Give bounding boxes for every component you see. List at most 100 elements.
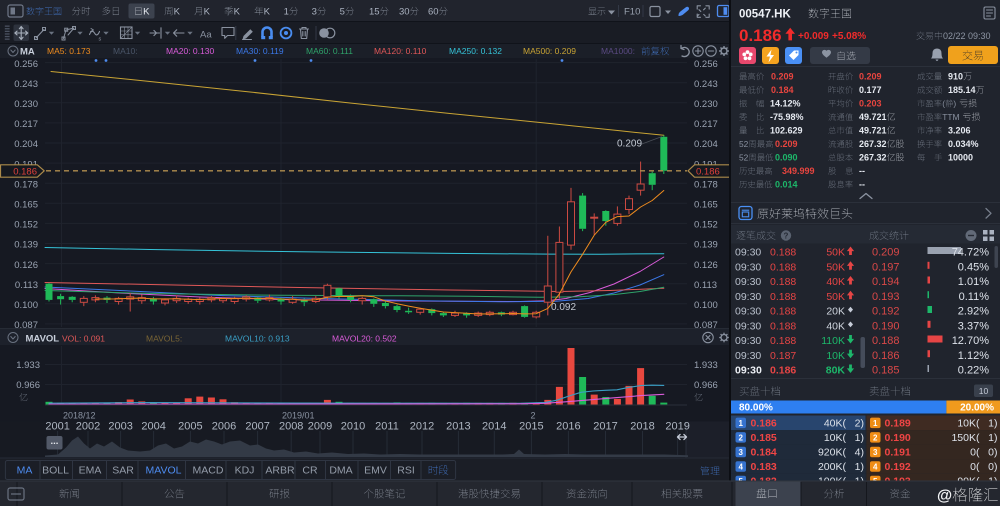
svg-text:K: K bbox=[234, 7, 241, 18]
svg-text:5: 5 bbox=[739, 139, 744, 149]
svg-text:0.193: 0.193 bbox=[872, 291, 900, 303]
svg-text:K: K bbox=[264, 7, 271, 18]
svg-text:0.204: 0.204 bbox=[14, 139, 38, 150]
svg-text:3: 3 bbox=[738, 448, 743, 457]
svg-text:0.243: 0.243 bbox=[14, 79, 38, 90]
svg-text:1.933: 1.933 bbox=[694, 360, 718, 371]
svg-text:0.217: 0.217 bbox=[14, 119, 38, 130]
svg-text:0.113: 0.113 bbox=[694, 280, 717, 291]
svg-text:0.184: 0.184 bbox=[771, 85, 794, 95]
svg-text:0.966: 0.966 bbox=[694, 380, 718, 391]
svg-text:74.72%: 74.72% bbox=[952, 247, 990, 259]
svg-text:0.22%: 0.22% bbox=[958, 365, 989, 377]
svg-text:49.721: 49.721 bbox=[859, 112, 887, 122]
svg-text:0.152: 0.152 bbox=[14, 220, 38, 231]
svg-text:0.100: 0.100 bbox=[14, 300, 38, 311]
svg-text:0.186: 0.186 bbox=[751, 417, 777, 429]
svg-text:DMA: DMA bbox=[329, 465, 352, 477]
svg-text:12.70%: 12.70% bbox=[952, 335, 990, 347]
svg-text:3: 3 bbox=[312, 7, 317, 18]
svg-text:--: -- bbox=[859, 180, 865, 190]
svg-text:0): 0) bbox=[988, 461, 997, 473]
svg-text:0): 0) bbox=[988, 446, 997, 458]
svg-text:SAR: SAR bbox=[112, 465, 134, 477]
svg-text:0.186: 0.186 bbox=[770, 365, 796, 377]
svg-text:T: T bbox=[947, 112, 952, 122]
svg-text:0.177: 0.177 bbox=[859, 85, 882, 95]
svg-text:0.209: 0.209 bbox=[775, 139, 798, 149]
svg-text:Aa: Aa bbox=[200, 30, 212, 41]
svg-text:+5.08%: +5.08% bbox=[832, 31, 866, 42]
svg-text:80.00%: 80.00% bbox=[739, 403, 773, 414]
svg-text:2: 2 bbox=[738, 434, 743, 443]
svg-text:0.230: 0.230 bbox=[14, 99, 38, 110]
svg-text:09:30: 09:30 bbox=[735, 365, 762, 377]
svg-text:0.188: 0.188 bbox=[770, 247, 796, 259]
svg-text:10K: 10K bbox=[826, 350, 845, 362]
svg-text:MA60: 0.111: MA60: 0.111 bbox=[306, 46, 353, 56]
svg-text:2): 2) bbox=[855, 417, 864, 429]
svg-text:1.01%: 1.01% bbox=[958, 276, 989, 288]
svg-text:@: @ bbox=[937, 488, 952, 505]
svg-text:15: 15 bbox=[369, 7, 380, 18]
svg-text:09:30: 09:30 bbox=[735, 350, 761, 362]
svg-text:): ) bbox=[953, 99, 956, 109]
svg-text:0.014: 0.014 bbox=[775, 180, 798, 190]
svg-text:0.187: 0.187 bbox=[770, 350, 796, 362]
svg-text:RSI: RSI bbox=[397, 465, 415, 477]
svg-text:09:30: 09:30 bbox=[735, 320, 761, 332]
svg-text:02/22 09:30: 02/22 09:30 bbox=[943, 31, 991, 41]
svg-text:VOL: 0.091: VOL: 0.091 bbox=[62, 334, 105, 344]
svg-text:2: 2 bbox=[744, 153, 749, 163]
svg-text:10K(: 10K( bbox=[824, 432, 847, 444]
svg-text:30: 30 bbox=[399, 7, 410, 18]
svg-text:K: K bbox=[204, 7, 211, 18]
svg-text:0.191: 0.191 bbox=[885, 446, 911, 458]
svg-text:1: 1 bbox=[284, 7, 289, 18]
svg-text:CR: CR bbox=[302, 465, 318, 477]
svg-text:0.087: 0.087 bbox=[14, 320, 38, 331]
svg-text:0.178: 0.178 bbox=[14, 179, 38, 190]
svg-text:T: T bbox=[942, 112, 947, 122]
svg-text:0.209: 0.209 bbox=[771, 72, 794, 82]
svg-text:910: 910 bbox=[948, 72, 963, 82]
svg-text:5: 5 bbox=[340, 7, 345, 18]
svg-text:2011: 2011 bbox=[375, 421, 399, 433]
svg-text:10: 10 bbox=[979, 386, 989, 396]
svg-text:1): 1) bbox=[855, 461, 864, 473]
svg-text:0.209: 0.209 bbox=[859, 72, 882, 82]
svg-text:EMA: EMA bbox=[79, 465, 102, 477]
svg-text:+0.009: +0.009 bbox=[798, 31, 829, 42]
svg-text:50K: 50K bbox=[826, 247, 845, 259]
svg-text:0.186: 0.186 bbox=[13, 166, 37, 177]
svg-text:1: 1 bbox=[738, 419, 743, 428]
svg-text:2014: 2014 bbox=[482, 421, 506, 433]
svg-text:49.721: 49.721 bbox=[859, 126, 887, 136]
svg-text:MAVOL: MAVOL bbox=[146, 465, 182, 477]
svg-text:0.186: 0.186 bbox=[696, 166, 720, 177]
svg-text:KDJ: KDJ bbox=[235, 465, 255, 477]
svg-text:0.188: 0.188 bbox=[770, 320, 796, 332]
svg-text:MAVOL5:: MAVOL5: bbox=[146, 334, 182, 344]
svg-text:0.11%: 0.11% bbox=[959, 291, 990, 303]
svg-text:F10: F10 bbox=[624, 7, 640, 18]
svg-text:0.152: 0.152 bbox=[694, 220, 718, 231]
svg-text:349.999: 349.999 bbox=[782, 166, 815, 176]
svg-text:0.188: 0.188 bbox=[770, 335, 796, 347]
svg-text:0(: 0( bbox=[970, 461, 980, 473]
svg-text:2005: 2005 bbox=[178, 421, 202, 433]
svg-text:3.37%: 3.37% bbox=[958, 320, 989, 332]
svg-text:K: K bbox=[174, 7, 181, 18]
svg-text:0.188: 0.188 bbox=[770, 276, 796, 288]
svg-text:0.185: 0.185 bbox=[751, 432, 777, 444]
svg-text:2018/12: 2018/12 bbox=[63, 411, 96, 421]
svg-text:MA20: 0.130: MA20: 0.130 bbox=[166, 46, 214, 56]
svg-text:MA5: 0.173: MA5: 0.173 bbox=[47, 46, 91, 56]
svg-text:2013: 2013 bbox=[446, 421, 470, 433]
svg-text:2: 2 bbox=[530, 411, 535, 421]
svg-text:2015: 2015 bbox=[519, 421, 543, 433]
svg-text:(: ( bbox=[942, 99, 945, 109]
svg-text:0.192: 0.192 bbox=[872, 306, 900, 318]
svg-text:2003: 2003 bbox=[108, 421, 132, 433]
svg-text:0.139: 0.139 bbox=[694, 240, 718, 251]
